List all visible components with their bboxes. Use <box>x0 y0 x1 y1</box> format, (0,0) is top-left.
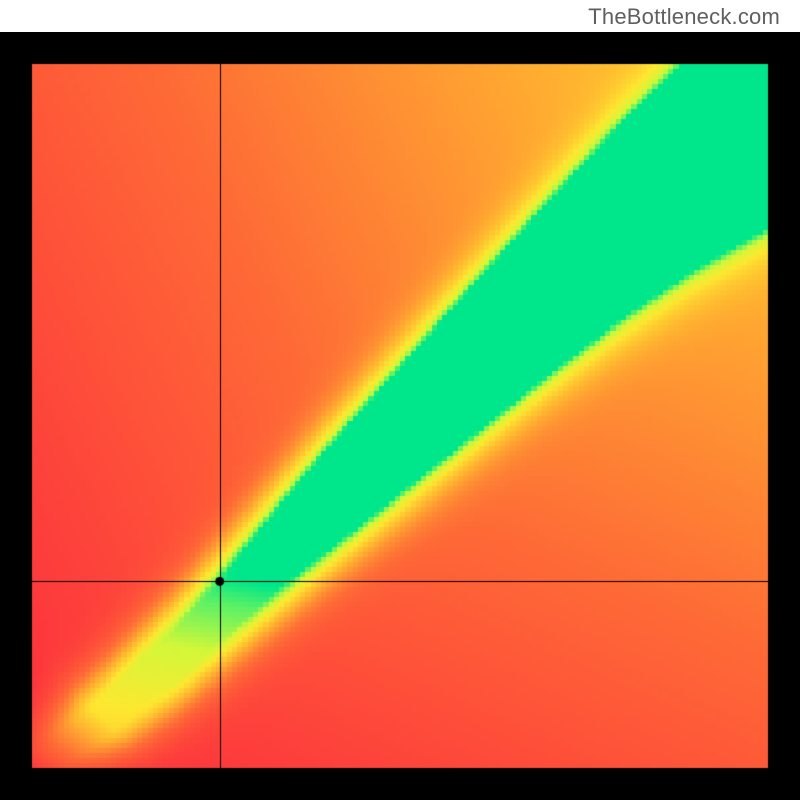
watermark-text: TheBottleneck.com <box>588 4 780 30</box>
chart-container: TheBottleneck.com <box>0 0 800 800</box>
bottleneck-heatmap <box>0 32 800 800</box>
